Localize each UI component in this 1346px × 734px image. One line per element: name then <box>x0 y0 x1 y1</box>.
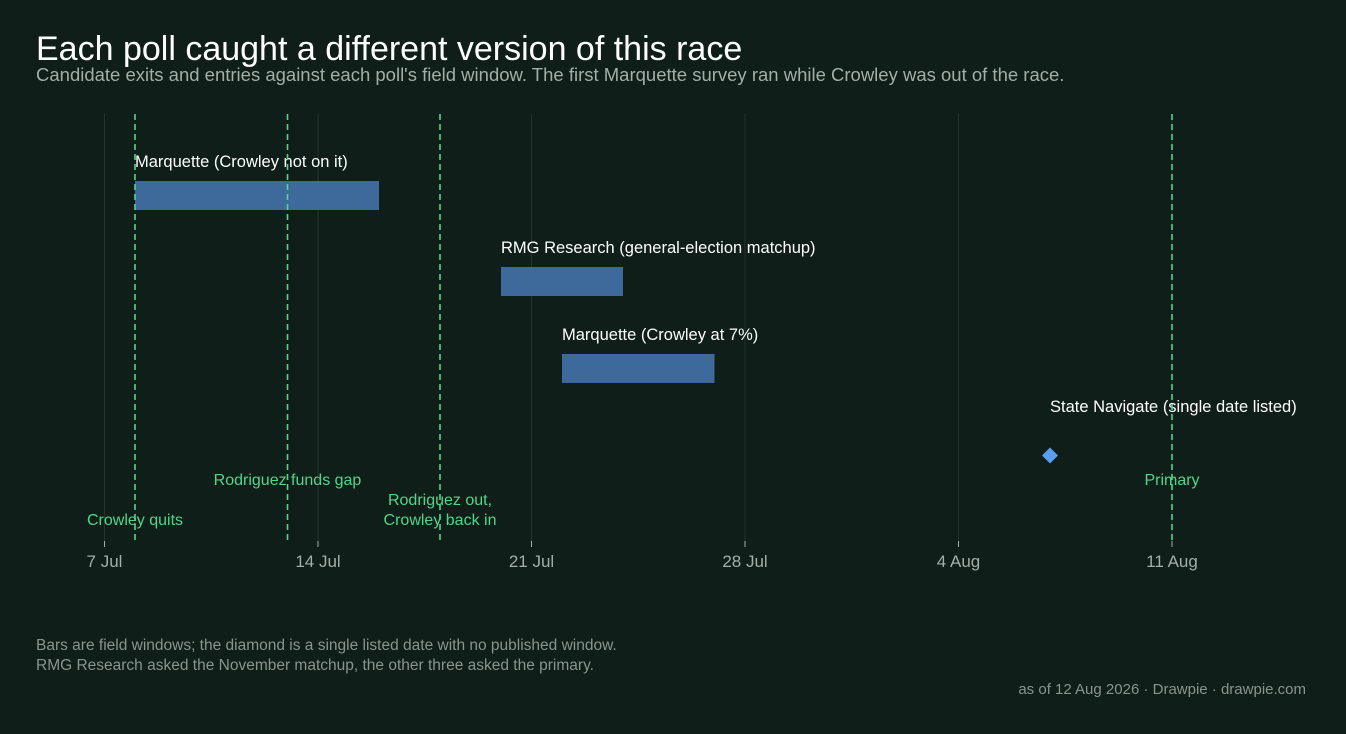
tick-label: 21 Jul <box>509 552 554 571</box>
poll-label: RMG Research (general-election matchup) <box>501 239 816 257</box>
poll-bar <box>562 354 715 383</box>
poll-label: State Navigate (single date listed) <box>1050 398 1297 416</box>
x-axis-ticks: 7 Jul 14 Jul 21 Jul 28 Jul 4 Aug 11 Aug <box>87 541 1198 571</box>
tick-label: 11 Aug <box>1146 552 1198 571</box>
chart-title: Each poll caught a different version of … <box>36 30 743 68</box>
tick-label: 4 Aug <box>937 552 981 571</box>
poll-marks: Marquette (Crowley not on it) RMG Researc… <box>135 153 1297 464</box>
chart-subtitle: Candidate exits and entries against each… <box>36 64 1065 85</box>
poll-bar <box>501 267 623 296</box>
footnote: Bars are field windows; the diamond is a… <box>36 636 617 676</box>
source-credit: as of 12 Aug 2026 · Drawpie · drawpie.co… <box>1018 681 1306 698</box>
event-label: Rodriguez funds gap <box>214 472 362 489</box>
event-markers: Crowley quits Rodriguez funds gap Rodrigue… <box>87 114 1200 541</box>
tick-label: 7 Jul <box>87 552 123 571</box>
footnote-line-2: RMG Research asked the November matchup,… <box>36 657 594 674</box>
poll-label: Marquette (Crowley at 7%) <box>562 326 758 344</box>
tick-label: 14 Jul <box>295 552 340 571</box>
event-label: Rodriguez out, <box>388 492 492 509</box>
poll-label: Marquette (Crowley not on it) <box>135 153 348 171</box>
footnote-line-1: Bars are field windows; the diamond is a… <box>36 637 617 654</box>
event-label: Crowley quits <box>87 512 183 529</box>
poll-bar <box>135 181 379 210</box>
event-label: Primary <box>1144 472 1199 489</box>
poll-diamond <box>1042 447 1058 464</box>
event-label: Crowley back in <box>384 512 497 529</box>
tick-label: 28 Jul <box>722 552 767 571</box>
